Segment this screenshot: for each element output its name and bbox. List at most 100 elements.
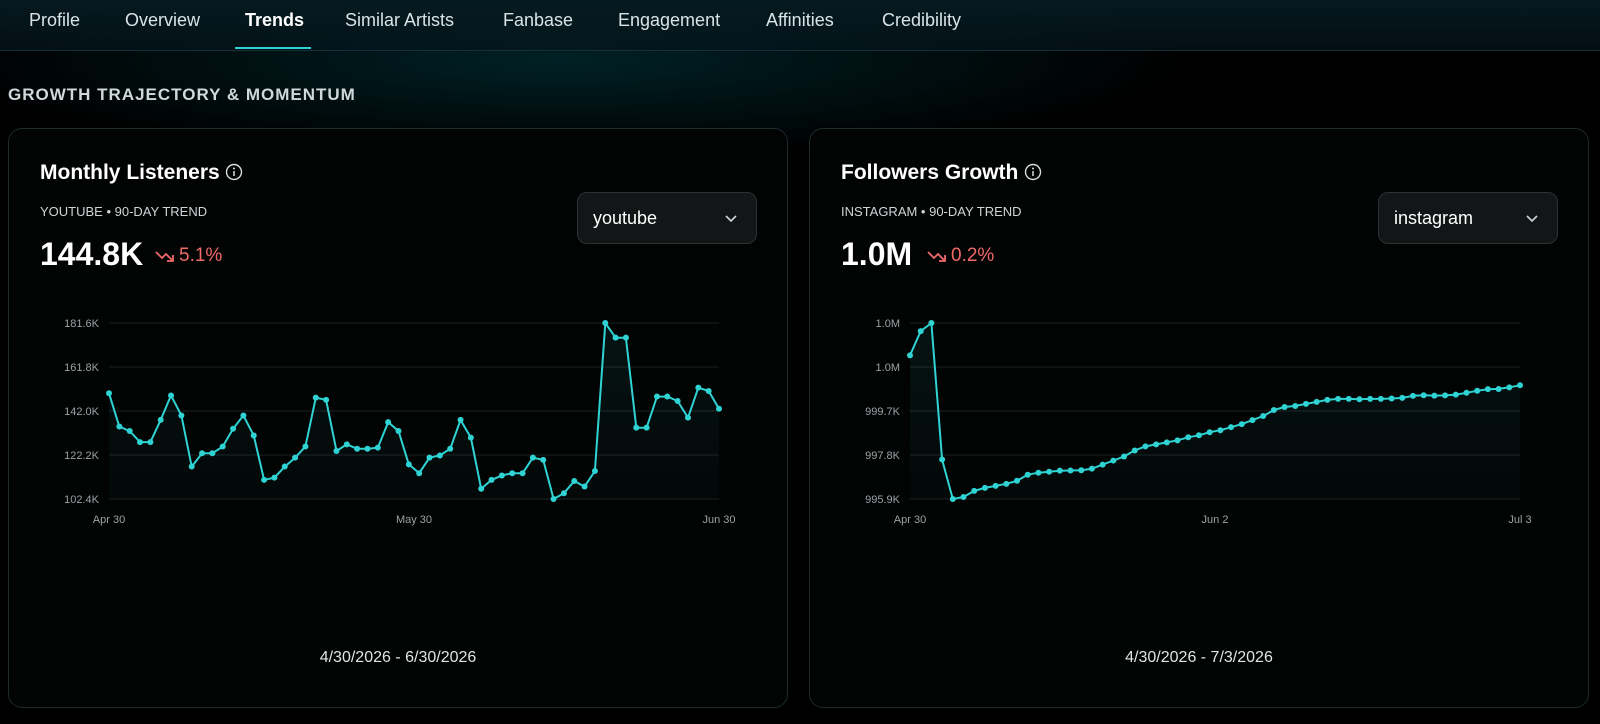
data-point	[1238, 421, 1245, 428]
data-point	[354, 445, 361, 452]
data-point	[928, 320, 935, 326]
data-point	[1260, 413, 1267, 420]
data-point	[633, 424, 640, 431]
data-point	[949, 496, 956, 502]
data-point	[1388, 395, 1395, 402]
data-point	[1142, 443, 1149, 450]
data-point	[240, 412, 247, 419]
data-point	[1153, 441, 1160, 448]
data-point	[1399, 394, 1406, 401]
data-point	[1517, 382, 1523, 389]
data-point	[550, 496, 557, 502]
data-point	[261, 476, 268, 483]
y-tick-label: 122.2K	[64, 450, 100, 462]
data-point	[1281, 403, 1288, 410]
data-point	[219, 443, 226, 450]
monthly-listeners-card: Monthly Listeners YOUTUBE • 90-DAY TREND…	[8, 128, 788, 708]
series-area	[109, 323, 719, 499]
data-point	[374, 444, 381, 451]
series-area	[910, 323, 1520, 499]
data-point	[333, 448, 340, 454]
data-point	[695, 384, 702, 391]
y-tick-label: 1.0M	[876, 318, 900, 330]
followers-growth-chart: 1.0M 1.0M 999.7K 997.8K 995.9K Apr 30 Jun 2 Jul…	[865, 318, 1532, 526]
info-icon[interactable]	[1024, 163, 1042, 181]
data-point	[1356, 396, 1363, 403]
data-point	[981, 484, 988, 491]
card-subtitle: INSTAGRAM • 90-DAY TREND	[841, 204, 1022, 219]
data-point	[1035, 469, 1042, 476]
tab-credibility[interactable]: Credibility	[882, 10, 962, 30]
tab-overview[interactable]: Overview	[125, 10, 201, 30]
tab-trends[interactable]: Trends	[245, 10, 305, 30]
data-point	[323, 396, 330, 403]
data-point	[1024, 471, 1031, 478]
data-point	[250, 432, 257, 439]
x-tick-label: Apr 30	[894, 514, 926, 526]
metric-value: 144.8K	[40, 236, 144, 272]
data-point	[716, 405, 722, 412]
tab-fanbase[interactable]: Fanbase	[503, 10, 574, 30]
platform-select[interactable]: youtube	[577, 192, 757, 244]
chevron-down-icon	[1525, 211, 1539, 229]
data-point	[591, 468, 598, 474]
data-point	[1377, 395, 1384, 402]
data-point	[478, 485, 485, 492]
y-tick-label: 142.0K	[64, 406, 100, 418]
metric-delta: 0.2%	[927, 245, 994, 267]
data-point	[939, 456, 946, 463]
data-point	[1195, 432, 1202, 439]
data-point	[612, 334, 619, 341]
delta-value: 0.2%	[951, 245, 995, 266]
data-point	[137, 439, 144, 446]
trend-down-icon	[927, 251, 946, 262]
y-tick-label: 161.8K	[64, 362, 100, 374]
data-point	[1228, 424, 1235, 431]
chevron-down-icon	[724, 211, 738, 229]
tab-profile[interactable]: Profile	[29, 10, 81, 30]
data-point	[498, 472, 505, 479]
date-range: 4/30/2026 - 7/3/2026	[1125, 649, 1273, 666]
data-point	[674, 398, 681, 404]
data-point	[157, 416, 164, 423]
data-point	[199, 450, 206, 457]
data-point	[1121, 453, 1128, 460]
y-tick-label: 997.8K	[865, 450, 901, 462]
data-point	[684, 414, 691, 421]
data-point	[209, 450, 216, 457]
data-point	[907, 352, 913, 359]
data-point	[1163, 439, 1170, 446]
data-point	[178, 412, 185, 419]
data-point	[1420, 392, 1427, 399]
card-title: Followers Growth	[841, 161, 1019, 184]
y-tick-label: 181.6K	[64, 318, 100, 330]
tab-engagement[interactable]: Engagement	[618, 10, 721, 30]
data-point	[602, 320, 609, 326]
x-tick-label: Jun 30	[702, 514, 735, 526]
data-point	[960, 493, 967, 500]
platform-select[interactable]: instagram	[1378, 192, 1558, 244]
tab-affinities[interactable]: Affinities	[766, 10, 834, 30]
data-point	[271, 474, 278, 481]
data-point	[116, 423, 123, 430]
data-point	[488, 476, 495, 483]
data-point	[312, 394, 319, 401]
data-point	[302, 443, 309, 450]
data-point	[664, 393, 671, 400]
y-tick-label: 999.7K	[865, 406, 901, 418]
data-point	[1249, 417, 1256, 424]
info-icon[interactable]	[225, 163, 243, 181]
series-line	[909, 322, 1521, 500]
data-point	[467, 434, 474, 441]
data-point	[457, 416, 464, 423]
data-point	[1313, 398, 1320, 405]
data-point	[1452, 391, 1459, 398]
data-point	[1345, 395, 1352, 402]
metric-delta: 5.1%	[155, 245, 222, 267]
y-tick-label: 1.0M	[876, 362, 900, 374]
followers-growth-card: Followers Growth INSTAGRAM • 90-DAY TREN…	[809, 128, 1589, 708]
select-value: youtube	[593, 208, 658, 228]
data-point	[917, 328, 924, 335]
tab-similar-artists[interactable]: Similar Artists	[345, 10, 455, 30]
data-point	[653, 393, 660, 400]
